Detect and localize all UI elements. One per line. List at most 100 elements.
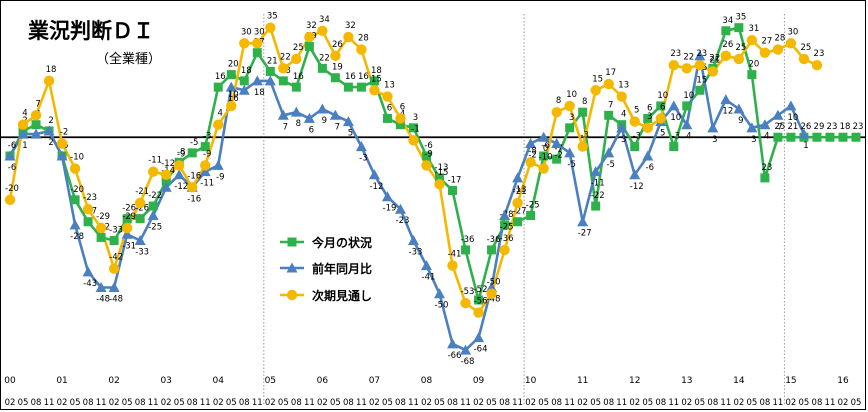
data-label: 30 — [241, 27, 252, 37]
x-year-label: 00 — [4, 376, 16, 386]
data-label: 28 — [358, 34, 369, 44]
data-label: 18 — [241, 66, 252, 76]
series-point-0 — [226, 70, 236, 80]
series-point-0 — [278, 76, 288, 86]
series-point-0 — [838, 132, 848, 142]
series-point-0 — [265, 66, 275, 76]
series-point-2 — [56, 138, 68, 149]
x-tick-label: 08 — [499, 398, 510, 408]
x-tick-label: 08 — [239, 398, 250, 408]
x-tick-label: 11 — [44, 398, 55, 408]
x-tick-label: 11 — [148, 398, 159, 408]
series-point-2 — [629, 116, 640, 127]
series-point-1 — [564, 147, 576, 158]
series-point-1 — [629, 169, 641, 180]
x-tick-label: 08 — [447, 398, 458, 408]
data-label: -2 — [554, 150, 562, 160]
series-point-1 — [381, 191, 393, 202]
series-point-2 — [69, 163, 81, 174]
series-point-1 — [759, 119, 771, 130]
series-point-1 — [551, 137, 563, 148]
series-point-1 — [82, 266, 94, 277]
data-label: -15 — [435, 168, 449, 178]
series-point-1 — [499, 209, 511, 220]
series-point-2 — [447, 260, 458, 271]
data-label: -29 — [96, 212, 110, 222]
data-label: -23 — [83, 193, 97, 203]
data-label: 26 — [801, 122, 812, 132]
series-point-0 — [31, 120, 41, 130]
legend-marker — [286, 289, 298, 301]
data-label: 22 — [709, 53, 720, 63]
series-point-0 — [252, 48, 262, 58]
data-label: 4 — [686, 132, 691, 142]
series-point-1 — [121, 228, 133, 239]
series-point-2 — [278, 63, 289, 74]
data-label: -6 — [646, 163, 654, 173]
series-point-0 — [669, 142, 679, 152]
x-tick-label: 02 — [786, 398, 797, 408]
data-label: 23 — [696, 49, 707, 59]
x-tick-label: 05 — [122, 398, 133, 408]
series-point-0 — [760, 173, 770, 183]
series-point-0 — [513, 217, 523, 227]
data-label: -11 — [148, 156, 162, 166]
data-label: 6 — [387, 103, 392, 113]
x-tick-label: 08 — [655, 398, 666, 408]
data-label: 6 — [660, 102, 665, 112]
x-tick-label: 08 — [759, 398, 770, 408]
x-tick-label: 05 — [434, 398, 445, 408]
series-point-0 — [643, 113, 653, 123]
series-point-1 — [290, 106, 302, 117]
x-tick-label: 11 — [200, 398, 211, 408]
data-label: -25 — [526, 200, 540, 210]
series-point-0 — [291, 82, 301, 92]
data-label: -36 — [487, 235, 501, 245]
series-point-2 — [317, 25, 328, 36]
data-label: 23 — [670, 49, 681, 59]
series-point-1 — [56, 150, 68, 161]
series-point-0 — [304, 41, 314, 51]
series-point-1 — [577, 216, 589, 227]
series-point-1 — [17, 128, 29, 139]
series-point-1 — [785, 100, 797, 111]
data-label: -12 — [630, 182, 644, 192]
x-tick-label: 08 — [343, 398, 354, 408]
series-point-2 — [43, 75, 55, 87]
series-point-2 — [395, 113, 406, 124]
data-label: -26 — [135, 204, 149, 214]
data-label: -56 — [474, 297, 488, 307]
series-point-2 — [265, 22, 276, 33]
series-point-1 — [329, 109, 341, 120]
x-year-label: 15 — [785, 376, 796, 386]
series-point-1 — [473, 332, 485, 343]
data-label: -5 — [606, 160, 614, 170]
data-label: 1 — [803, 141, 808, 151]
data-label: 1 — [22, 141, 27, 151]
series-point-1 — [316, 103, 328, 114]
series-point-1 — [538, 131, 550, 142]
data-label: -22 — [591, 191, 605, 201]
series-point-2 — [811, 60, 823, 71]
series-point-2 — [30, 110, 42, 121]
series-point-0 — [96, 232, 106, 242]
series-point-2 — [121, 222, 133, 234]
data-label: 10 — [657, 91, 668, 101]
data-label: 7 — [283, 122, 288, 132]
data-label: -1 — [411, 124, 419, 134]
series-point-0 — [526, 210, 536, 220]
x-tick-label: 08 — [551, 398, 562, 408]
data-label: -48 — [109, 294, 123, 304]
data-label: 23 — [827, 122, 838, 132]
data-label: -16 — [187, 194, 201, 204]
data-label: -8 — [177, 147, 185, 157]
data-label: 4 — [22, 109, 27, 119]
series-point-2 — [707, 66, 719, 77]
series-point-1 — [434, 288, 446, 299]
series-point-2 — [720, 50, 732, 62]
data-label: 21 — [788, 122, 799, 132]
x-tick-label: 02 — [473, 398, 484, 408]
series-point-0 — [721, 26, 731, 36]
data-label: -23 — [396, 216, 410, 226]
x-tick-label: 02 — [57, 398, 68, 408]
